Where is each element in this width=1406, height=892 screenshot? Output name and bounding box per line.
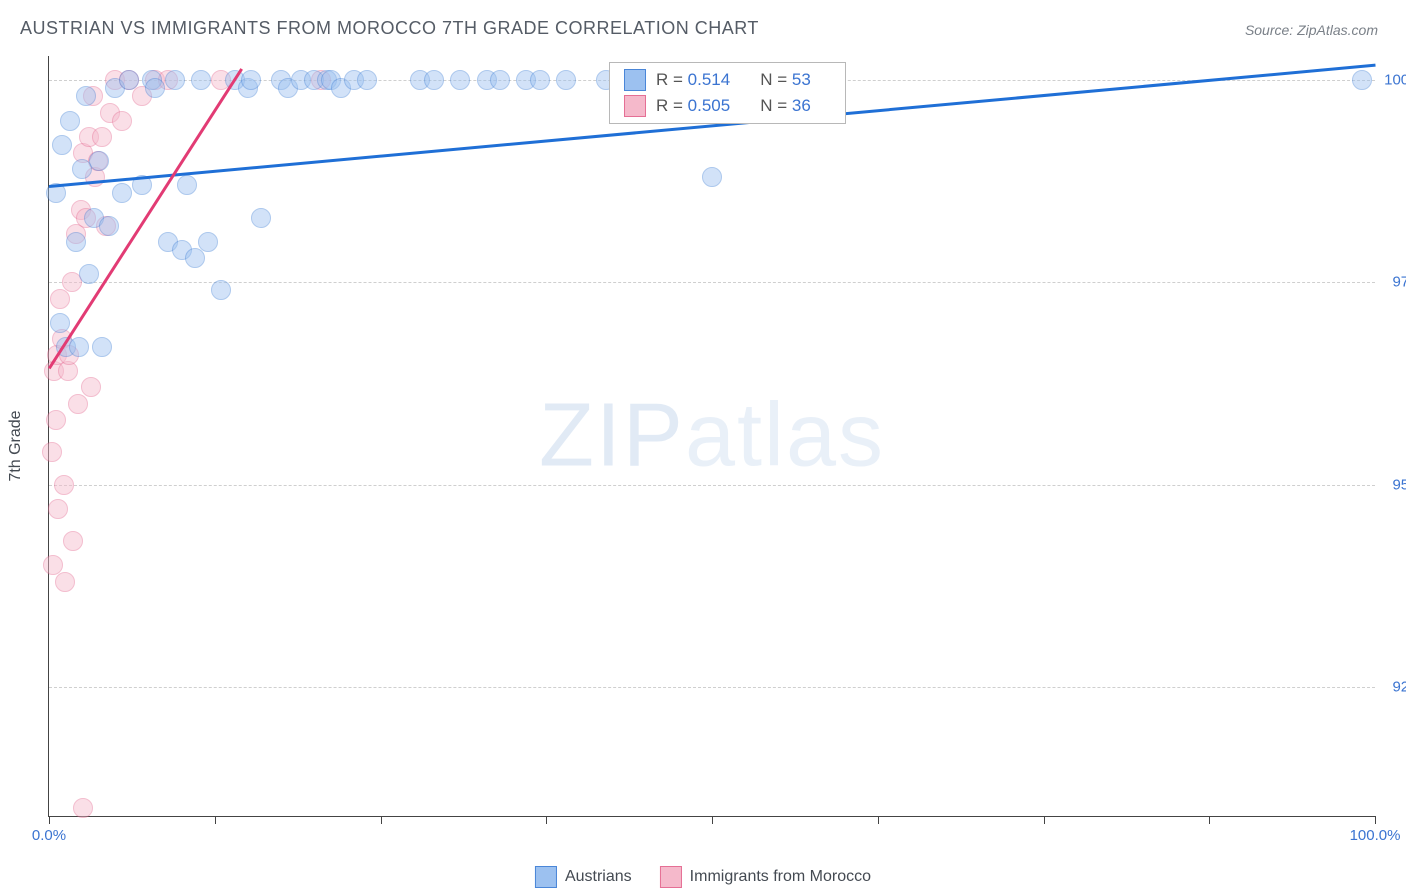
- scatter-point-austrians: [357, 70, 377, 90]
- x-tick: [381, 816, 382, 824]
- x-tick: [215, 816, 216, 824]
- scatter-point-morocco: [68, 394, 88, 414]
- x-tick: [49, 816, 50, 824]
- plot-area: ZIPatlas 92.5%95.0%97.5%100.0%0.0%100.0%…: [48, 56, 1375, 817]
- y-axis-title: 7th Grade: [7, 410, 25, 481]
- x-tick-label: 100.0%: [1350, 827, 1401, 844]
- scatter-point-austrians: [60, 111, 80, 131]
- scatter-point-austrians: [556, 70, 576, 90]
- swatch-icon: [660, 866, 682, 888]
- scatter-point-austrians: [79, 264, 99, 284]
- x-tick: [1375, 816, 1376, 824]
- stats-row-austrians: R = 0.514 N = 53: [610, 67, 845, 93]
- legend-label: Austrians: [565, 868, 632, 886]
- y-tick-label: 95.0%: [1380, 476, 1406, 493]
- scatter-point-austrians: [702, 167, 722, 187]
- scatter-point-austrians: [112, 183, 132, 203]
- stat-n: N = 53: [760, 70, 811, 90]
- grid-line: [49, 282, 1375, 283]
- legend-item-morocco: Immigrants from Morocco: [660, 866, 871, 888]
- scatter-point-austrians: [92, 337, 112, 357]
- scatter-point-morocco: [92, 127, 112, 147]
- scatter-point-austrians: [177, 175, 197, 195]
- scatter-point-austrians: [52, 135, 72, 155]
- scatter-point-morocco: [81, 377, 101, 397]
- y-tick-label: 100.0%: [1380, 72, 1406, 89]
- scatter-point-austrians: [530, 70, 550, 90]
- scatter-point-austrians: [66, 232, 86, 252]
- x-tick: [1209, 816, 1210, 824]
- scatter-point-austrians: [211, 280, 231, 300]
- swatch-icon: [624, 95, 646, 117]
- watermark-zip: ZIP: [539, 386, 685, 486]
- scatter-point-austrians: [241, 70, 261, 90]
- scatter-point-austrians: [191, 70, 211, 90]
- scatter-point-morocco: [48, 499, 68, 519]
- watermark-atlas: atlas: [685, 386, 885, 486]
- scatter-point-austrians: [185, 248, 205, 268]
- chart-title: AUSTRIAN VS IMMIGRANTS FROM MOROCCO 7TH …: [20, 18, 759, 39]
- scatter-point-morocco: [73, 798, 93, 818]
- x-tick: [1044, 816, 1045, 824]
- scatter-point-austrians: [490, 70, 510, 90]
- scatter-point-austrians: [251, 208, 271, 228]
- legend: Austrians Immigrants from Morocco: [535, 866, 871, 888]
- scatter-point-morocco: [112, 111, 132, 131]
- scatter-point-austrians: [99, 216, 119, 236]
- watermark: ZIPatlas: [539, 385, 885, 488]
- scatter-point-austrians: [424, 70, 444, 90]
- legend-item-austrians: Austrians: [535, 866, 632, 888]
- stat-n: N = 36: [760, 96, 811, 116]
- scatter-point-austrians: [450, 70, 470, 90]
- stat-r: R = 0.505: [656, 96, 730, 116]
- stats-box: R = 0.514 N = 53 R = 0.505 N = 36: [609, 62, 846, 124]
- swatch-icon: [624, 69, 646, 91]
- legend-label: Immigrants from Morocco: [690, 868, 871, 886]
- swatch-icon: [535, 866, 557, 888]
- scatter-point-austrians: [145, 78, 165, 98]
- x-tick: [546, 816, 547, 824]
- scatter-point-austrians: [89, 151, 109, 171]
- scatter-point-morocco: [54, 475, 74, 495]
- stats-row-morocco: R = 0.505 N = 36: [610, 93, 845, 119]
- scatter-point-austrians: [50, 313, 70, 333]
- scatter-point-austrians: [198, 232, 218, 252]
- y-tick-label: 92.5%: [1380, 678, 1406, 695]
- x-tick: [878, 816, 879, 824]
- y-tick-label: 97.5%: [1380, 274, 1406, 291]
- x-tick-label: 0.0%: [32, 827, 66, 844]
- scatter-point-austrians: [1352, 70, 1372, 90]
- scatter-point-austrians: [69, 337, 89, 357]
- scatter-point-austrians: [76, 86, 96, 106]
- scatter-point-austrians: [165, 70, 185, 90]
- scatter-point-morocco: [63, 531, 83, 551]
- grid-line: [49, 485, 1375, 486]
- grid-line: [49, 687, 1375, 688]
- scatter-point-austrians: [119, 70, 139, 90]
- source-attribution: Source: ZipAtlas.com: [1245, 22, 1378, 38]
- scatter-point-morocco: [55, 572, 75, 592]
- scatter-point-morocco: [46, 410, 66, 430]
- scatter-point-morocco: [42, 442, 62, 462]
- stat-r: R = 0.514: [656, 70, 730, 90]
- x-tick: [712, 816, 713, 824]
